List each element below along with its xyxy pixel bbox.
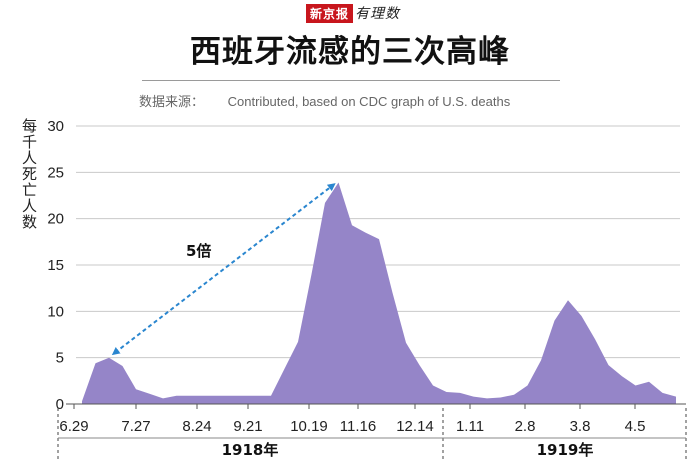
x-tick-label: 4.5 — [625, 418, 646, 435]
x-tick-labels: 6.29 7.27 8.24 9.21 10.19 11.16 12.14 1.11 2.8 3.… — [59, 404, 645, 435]
death-rate-area — [82, 182, 676, 404]
y-tick-label: 10 — [47, 303, 64, 320]
x-tick-label: 10.19 — [290, 418, 328, 435]
x-tick-label: 7.27 — [121, 418, 150, 435]
x-tick-label: 6.29 — [59, 418, 88, 435]
x-tick-label: 11.16 — [340, 418, 376, 435]
x-tick-label: 8.24 — [182, 418, 211, 435]
source-line: 数据来源： Contributed, based on CDC graph of… — [139, 91, 510, 110]
peak-ratio-label: 5倍 — [186, 242, 211, 260]
y-tick-label: 30 — [47, 118, 64, 135]
x-tick-label: 3.8 — [570, 418, 591, 435]
peak-ratio-arrow — [111, 183, 336, 356]
axis-decorations — [57, 408, 687, 462]
y-tick-label: 0 — [56, 396, 64, 413]
y-tick-labels: 0 5 10 15 20 25 30 — [47, 118, 64, 413]
x-tick-label: 12.14 — [396, 418, 434, 435]
year-label-1919: 1919年 — [537, 441, 594, 459]
brand-logo: 新京报 有理数 — [306, 3, 401, 23]
y-tick-label: 25 — [47, 164, 64, 181]
y-tick-label: 5 — [56, 350, 64, 367]
source-label: 数据来源： — [139, 94, 205, 109]
x-tick-label: 1.11 — [456, 418, 484, 435]
x-tick-label: 2.8 — [515, 418, 536, 435]
y-tick-label: 20 — [47, 211, 64, 228]
year-label-1918: 1918年 — [222, 441, 279, 459]
y-axis-label: 每千人死亡人数 — [20, 118, 38, 230]
title-divider — [142, 80, 560, 81]
brand-name: 新京报 — [306, 3, 354, 23]
x-tick-label: 9.21 — [233, 418, 262, 435]
y-tick-label: 15 — [47, 257, 64, 274]
brand-script: 有理数 — [355, 6, 401, 22]
chart-title: 西班牙流感的三次高峰 — [190, 34, 510, 70]
source-text: Contributed, based on CDC graph of U.S. … — [227, 94, 511, 109]
